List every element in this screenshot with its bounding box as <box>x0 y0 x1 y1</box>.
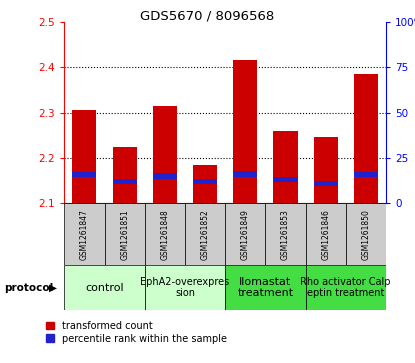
Bar <box>305 203 346 265</box>
Bar <box>354 74 378 203</box>
Bar <box>193 165 217 203</box>
Bar <box>314 138 338 203</box>
Text: Ilomastat
treatment: Ilomastat treatment <box>237 277 293 298</box>
Bar <box>354 172 378 178</box>
Text: GSM1261853: GSM1261853 <box>281 209 290 260</box>
Text: GSM1261852: GSM1261852 <box>200 209 210 260</box>
Text: GSM1261846: GSM1261846 <box>321 209 330 260</box>
Text: GSM1261849: GSM1261849 <box>241 209 250 260</box>
Bar <box>225 203 265 265</box>
Legend: transformed count, percentile rank within the sample: transformed count, percentile rank withi… <box>46 321 227 344</box>
Bar <box>305 265 386 310</box>
Bar <box>105 203 145 265</box>
Text: GSM1261851: GSM1261851 <box>120 209 129 260</box>
Bar <box>153 106 177 203</box>
Bar <box>314 181 338 187</box>
Text: control: control <box>85 283 124 293</box>
Bar <box>265 203 305 265</box>
Bar <box>64 203 105 265</box>
Bar <box>112 179 137 184</box>
Text: EphA2-overexpres
sion: EphA2-overexpres sion <box>140 277 229 298</box>
Bar <box>225 265 305 310</box>
Bar <box>145 203 185 265</box>
Bar <box>346 203 386 265</box>
Text: GSM1261847: GSM1261847 <box>80 209 89 260</box>
Bar <box>185 203 225 265</box>
Bar <box>233 60 257 203</box>
Bar <box>72 172 96 178</box>
Text: ▶: ▶ <box>49 283 57 293</box>
Text: Rho activator Calp
eptin treatment: Rho activator Calp eptin treatment <box>300 277 391 298</box>
Bar <box>153 173 177 179</box>
Bar <box>72 110 96 203</box>
Bar <box>273 131 298 203</box>
Text: GSM1261848: GSM1261848 <box>160 209 169 260</box>
Bar <box>233 171 257 176</box>
Bar <box>112 147 137 203</box>
Text: protocol: protocol <box>4 283 54 293</box>
Bar <box>64 265 145 310</box>
Bar <box>145 265 225 310</box>
Text: GSM1261850: GSM1261850 <box>361 209 370 260</box>
Text: GDS5670 / 8096568: GDS5670 / 8096568 <box>140 9 275 22</box>
Bar <box>273 176 298 182</box>
Bar <box>193 179 217 184</box>
